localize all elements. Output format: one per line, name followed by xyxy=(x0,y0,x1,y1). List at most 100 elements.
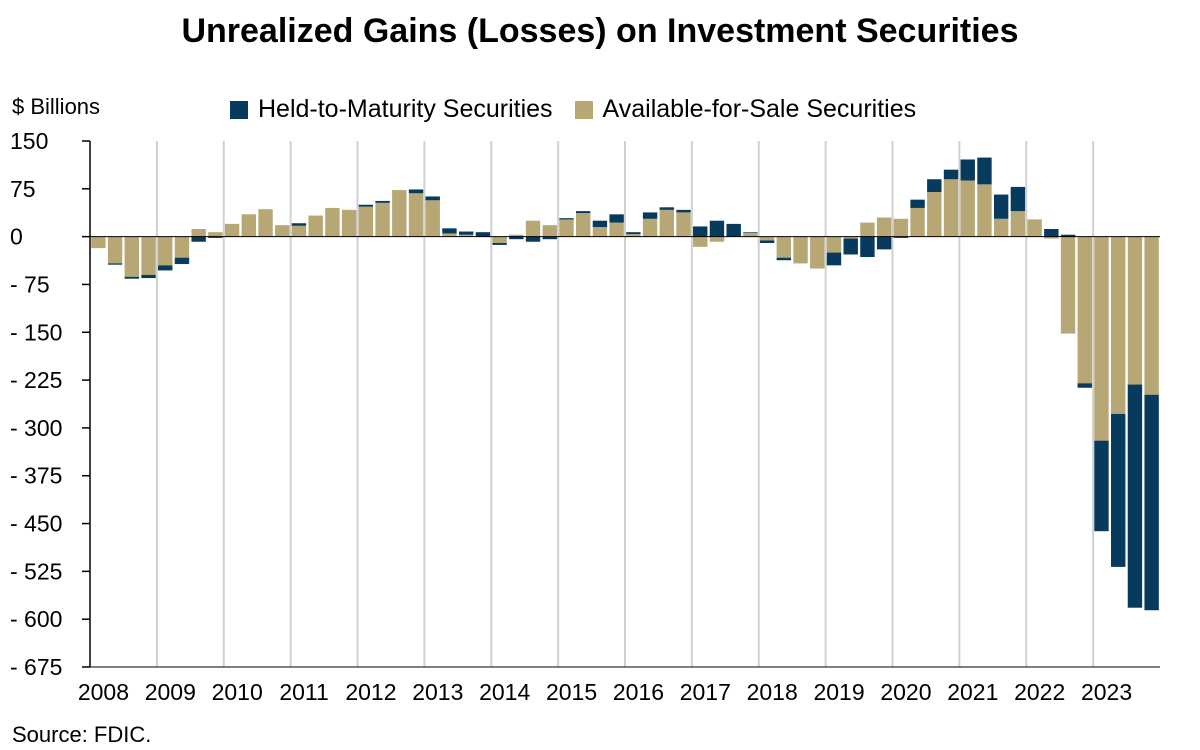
legend: Held-to-Maturity Securities Available-fo… xyxy=(230,95,938,124)
bar-available-for-sale xyxy=(158,236,173,266)
bar-held-to-maturity xyxy=(492,243,507,245)
bar-available-for-sale xyxy=(1060,236,1076,334)
source-note: Source: FDIC. xyxy=(12,722,152,747)
x-year-label: 2016 xyxy=(613,679,664,705)
bar-held-to-maturity xyxy=(1094,440,1109,532)
x-year-label: 2019 xyxy=(813,679,864,705)
x-year-label: 2012 xyxy=(345,679,396,705)
bar-held-to-maturity xyxy=(893,236,909,238)
y-tick-label: - 300 xyxy=(10,415,62,441)
y-tick-label: - 75 xyxy=(10,271,50,297)
bar-held-to-maturity xyxy=(826,252,842,266)
bar-held-to-maturity xyxy=(776,257,792,261)
bar-held-to-maturity xyxy=(158,265,173,271)
bar-held-to-maturity xyxy=(743,232,758,233)
bar-available-for-sale xyxy=(609,222,624,237)
bar-available-for-sale xyxy=(709,236,725,242)
bar-held-to-maturity xyxy=(626,232,641,235)
bar-held-to-maturity xyxy=(592,220,608,228)
bar-available-for-sale xyxy=(325,207,340,237)
bar-held-to-maturity xyxy=(659,207,674,210)
bar-held-to-maturity xyxy=(559,218,574,220)
y-tick-label: - 600 xyxy=(10,606,62,632)
bar-available-for-sale xyxy=(107,236,123,264)
y-tick-label: 150 xyxy=(10,128,48,154)
bar-available-for-sale xyxy=(1077,236,1092,384)
bar-held-to-maturity xyxy=(1127,384,1143,608)
bar-available-for-sale xyxy=(860,222,875,237)
bar-available-for-sale xyxy=(224,223,240,237)
y-tick-label: 0 xyxy=(10,224,23,250)
bar-held-to-maturity xyxy=(1144,394,1159,611)
x-year-label: 2013 xyxy=(412,679,463,705)
bar-held-to-maturity xyxy=(509,236,524,240)
x-year-label: 2020 xyxy=(880,679,931,705)
bar-held-to-maturity xyxy=(576,211,591,214)
bar-available-for-sale xyxy=(275,225,290,237)
bar-available-for-sale xyxy=(408,193,424,237)
bar-available-for-sale xyxy=(358,206,374,237)
bar-available-for-sale xyxy=(676,212,691,237)
bar-available-for-sale xyxy=(592,227,608,237)
bar-held-to-maturity xyxy=(174,257,190,265)
bar-held-to-maturity xyxy=(525,236,541,242)
bar-available-for-sale xyxy=(458,234,474,237)
bar-available-for-sale xyxy=(659,209,674,237)
chart-title: Unrealized Gains (Losses) on Investment … xyxy=(181,12,1019,50)
bar-held-to-maturity xyxy=(1077,383,1092,388)
y-tick-label: - 525 xyxy=(10,558,62,584)
bar-held-to-maturity xyxy=(977,157,992,185)
bar-available-for-sale xyxy=(1027,219,1042,237)
bar-held-to-maturity xyxy=(1111,413,1126,567)
legend-item-afs: Available-for-Sale Securities xyxy=(574,95,917,124)
x-year-label: 2009 xyxy=(145,679,196,705)
bar-held-to-maturity xyxy=(475,232,491,237)
bar-available-for-sale xyxy=(542,225,557,237)
bar-held-to-maturity xyxy=(358,204,374,207)
x-year-label: 2008 xyxy=(78,679,129,705)
bar-held-to-maturity xyxy=(458,231,474,235)
bar-available-for-sale xyxy=(759,236,775,241)
bar-held-to-maturity xyxy=(425,196,440,201)
x-year-label: 2018 xyxy=(747,679,798,705)
bar-held-to-maturity xyxy=(141,274,156,279)
bar-available-for-sale xyxy=(375,202,390,237)
bar-held-to-maturity xyxy=(709,220,725,237)
bar-available-for-sale xyxy=(977,184,992,237)
bar-held-to-maturity xyxy=(676,209,691,213)
bar-available-for-sale xyxy=(392,190,407,237)
bar-held-to-maturity xyxy=(642,212,658,219)
bar-available-for-sale xyxy=(191,228,206,237)
x-year-label: 2011 xyxy=(279,679,328,705)
bar-held-to-maturity xyxy=(843,238,858,255)
legend-label-afs: Available-for-Sale Securities xyxy=(602,95,917,123)
bar-available-for-sale xyxy=(927,192,942,237)
bar-available-for-sale xyxy=(843,236,858,239)
bar-available-for-sale xyxy=(793,236,808,264)
bar-available-for-sale xyxy=(1044,236,1059,239)
x-year-label: 2010 xyxy=(212,679,263,705)
bar-available-for-sale xyxy=(693,236,708,247)
bar-available-for-sale xyxy=(960,180,975,237)
bar-held-to-maturity xyxy=(609,214,624,223)
x-year-label: 2023 xyxy=(1081,679,1132,705)
bar-held-to-maturity xyxy=(910,199,925,208)
legend-label-htm: Held-to-Maturity Securities xyxy=(258,95,553,123)
bar-available-for-sale xyxy=(124,236,139,277)
bar-available-for-sale xyxy=(776,236,792,258)
bar-available-for-sale xyxy=(174,236,190,258)
legend-item-htm: Held-to-Maturity Securities xyxy=(230,95,553,124)
bar-available-for-sale xyxy=(876,217,892,237)
bar-available-for-sale xyxy=(425,200,440,237)
bar-available-for-sale xyxy=(642,218,658,237)
y-axis-unit-label: $ Billions xyxy=(12,94,101,119)
bar-held-to-maturity xyxy=(191,236,206,242)
bar-available-for-sale xyxy=(341,209,357,237)
y-tick-label: 75 xyxy=(10,176,36,202)
bar-available-for-sale xyxy=(291,225,307,237)
bar-available-for-sale xyxy=(1094,236,1109,441)
bar-available-for-sale xyxy=(910,207,925,237)
bar-available-for-sale xyxy=(91,236,106,249)
y-tick-label: - 450 xyxy=(10,511,62,537)
